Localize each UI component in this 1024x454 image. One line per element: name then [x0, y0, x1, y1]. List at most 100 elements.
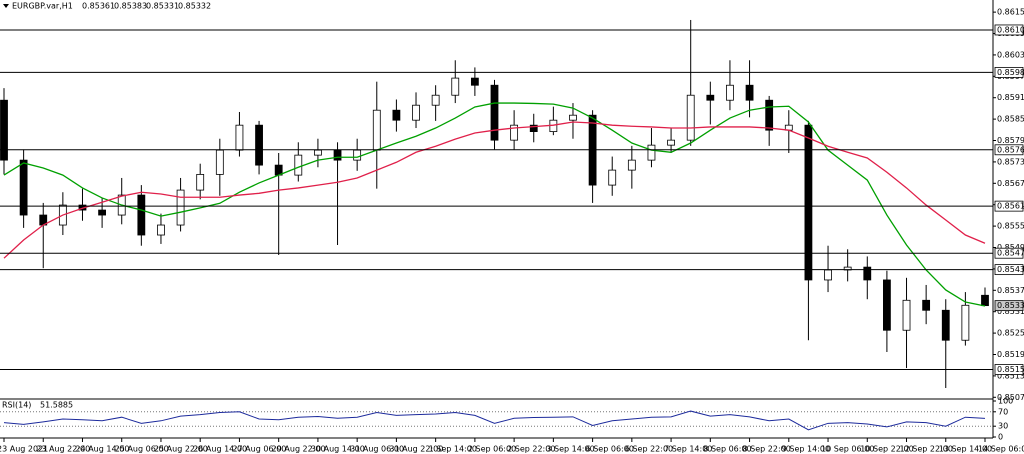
candle-body [412, 104, 420, 121]
candle-body [392, 109, 401, 121]
rsi-tick-label: 70 [998, 407, 1008, 416]
x-tick-label: 9 Sep 14:00 [782, 445, 830, 454]
chart-title: EURGBP.var,H1 [12, 2, 73, 11]
x-tick-label: 23 Aug 22:00 [36, 445, 90, 454]
candle-body [215, 149, 224, 175]
menu-arrow[interactable] [3, 4, 9, 8]
rsi-line [3, 410, 986, 431]
candle-body [372, 109, 381, 151]
candle-body [941, 309, 950, 341]
candle-body [804, 124, 813, 281]
moving-average [3, 121, 986, 259]
x-tick-label: 7 Sep 14:00 [664, 445, 712, 454]
level-label-box [994, 247, 1024, 259]
x-tick-label: 6 Sep 22:00 [625, 445, 673, 454]
x-tick-label: 10 Sep 22:00 [860, 445, 913, 454]
x-tick-label: 10 Sep 06:00 [821, 445, 874, 454]
rsi-value: 51.5885 [40, 401, 73, 410]
x-tick-label: 24 Aug 14:00 [75, 445, 129, 454]
candle-body [726, 84, 734, 101]
level-label-box [994, 144, 1024, 156]
y-tick-label: 0.85195 [997, 350, 1024, 359]
x-tick-label: 8 Sep 22:00 [743, 445, 791, 454]
level-label: 0.85433 [997, 265, 1024, 274]
x-tick-label: 6 Sep 06:00 [586, 445, 634, 454]
x-tick-label: 14 Sep 06:00 [978, 445, 1024, 454]
candle-body [667, 139, 675, 146]
moving-average [3, 102, 986, 307]
candle-body [922, 299, 931, 311]
x-tick-label: 13 Sep 14:00 [939, 445, 992, 454]
candle-body [863, 266, 872, 281]
ohlc-low: 0.85331 [146, 2, 179, 11]
ohlc-high: 0.85383 [114, 2, 147, 11]
candle-body [902, 299, 911, 331]
candle-body [510, 124, 519, 141]
candle-body [353, 149, 362, 161]
y-tick-label: 0.85855 [997, 115, 1024, 124]
y-tick-label: 0.85135 [997, 371, 1024, 380]
candle-body [451, 77, 460, 96]
rsi-tick-label: 30 [998, 422, 1008, 431]
y-tick-label: 0.85735 [997, 157, 1024, 166]
y-tick-label: 0.85375 [997, 286, 1024, 295]
candle-body [98, 209, 106, 216]
candle-body [745, 84, 754, 101]
x-tick-label: 3 Sep 14:00 [546, 445, 594, 454]
x-tick-label: 25 Aug 06:00 [115, 445, 169, 454]
candle-body [314, 149, 322, 156]
candle-body [157, 224, 165, 236]
ohlc-open: 0.85361 [82, 2, 115, 11]
rsi-tick-label: 0 [998, 433, 1003, 442]
candle-body [765, 99, 774, 131]
candle-body [176, 189, 185, 226]
candle-body [608, 169, 617, 186]
level-label-box [994, 364, 1024, 375]
candle-body [470, 77, 479, 86]
level-label: 0.85611 [997, 202, 1024, 211]
x-tick-label: 1 Sep 14:00 [429, 445, 477, 454]
candle-body [647, 144, 656, 161]
candle-body [196, 173, 205, 191]
candle-body [19, 159, 28, 216]
level-label: 0.86105 [997, 25, 1024, 34]
x-tick-label: 30 Aug 14:00 [311, 445, 365, 454]
candle-body [686, 94, 695, 141]
y-tick-label: 0.85675 [997, 179, 1024, 188]
level-label-box [994, 264, 1024, 276]
candle-body [981, 294, 989, 307]
current-price-label: 0.85332 [997, 301, 1024, 310]
y-tick-label: 0.85255 [997, 329, 1024, 338]
y-tick-label: 0.85495 [997, 243, 1024, 252]
y-tick-label: 0.85075 [997, 393, 1024, 402]
x-tick-label: 2 Sep 22:00 [507, 445, 555, 454]
level-label-box [994, 200, 1024, 212]
candle-body [627, 159, 636, 171]
candle-body [294, 154, 303, 176]
y-tick-label: 0.86155 [997, 8, 1024, 17]
ohlc-close: 0.85332 [178, 2, 211, 11]
candle-body [961, 304, 970, 341]
candle-body [883, 279, 891, 331]
y-tick-label: 0.85915 [997, 93, 1024, 102]
x-tick-label: 12 Sep 22:00 [900, 445, 953, 454]
x-tick-label: 2 Sep 06:00 [468, 445, 516, 454]
x-tick-label: 25 Aug 22:00 [154, 445, 208, 454]
candle-body [255, 124, 263, 166]
y-tick-label: 0.86035 [997, 50, 1024, 59]
y-tick-label: 0.85555 [997, 222, 1024, 231]
candle-body [431, 94, 440, 106]
x-tick-label: 8 Sep 06:00 [703, 445, 751, 454]
rsi-tick-label: 100 [998, 397, 1013, 406]
candle-body [137, 194, 146, 236]
y-tick-label: 0.85315 [997, 307, 1024, 316]
level-label-box [994, 24, 1024, 36]
candle-body [490, 84, 499, 141]
x-tick-label: 26 Aug 14:00 [193, 445, 247, 454]
level-label: 0.85153 [997, 365, 1024, 374]
level-label-box [994, 66, 1024, 78]
candle-body [706, 94, 715, 101]
rsi-title: RSI(14) [2, 401, 31, 410]
